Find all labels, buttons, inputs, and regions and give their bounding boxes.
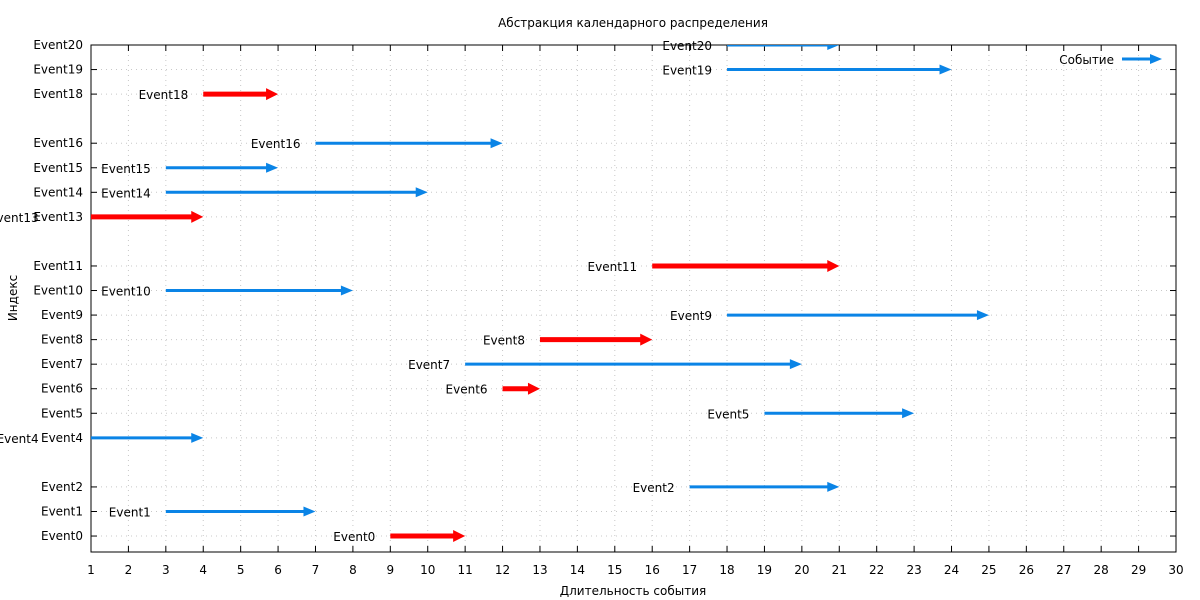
y-tick-label: Event20 xyxy=(33,38,83,52)
y-tick-label: Event0 xyxy=(41,529,83,543)
event-label: Event15 xyxy=(101,162,151,176)
x-tick-label: 2 xyxy=(125,563,133,577)
event-label: Event8 xyxy=(483,334,525,348)
x-tick-label: 16 xyxy=(645,563,660,577)
plot-frame xyxy=(90,44,1177,553)
event-arrow-head xyxy=(191,210,204,223)
x-tick-label: 5 xyxy=(237,563,245,577)
event-arrow-head xyxy=(640,333,653,346)
x-tick-label: 12 xyxy=(495,563,510,577)
event-label: Event6 xyxy=(446,383,488,397)
x-tick-label: 7 xyxy=(312,563,320,577)
event-arrow-head xyxy=(939,64,952,75)
event-label: Event5 xyxy=(707,407,749,421)
x-tick-label: 11 xyxy=(457,563,472,577)
y-tick-label: Event16 xyxy=(33,136,83,150)
y-tick-label: Event19 xyxy=(33,63,83,77)
x-tick-label: 19 xyxy=(757,563,772,577)
x-tick-label: 1 xyxy=(87,563,95,577)
event-arrow-head xyxy=(340,285,353,296)
legend-label: Событие xyxy=(1059,53,1114,67)
event-label: Event4 xyxy=(0,432,39,446)
x-tick-label: 24 xyxy=(944,563,959,577)
event-arrow-head xyxy=(303,506,316,517)
event-label: Event16 xyxy=(251,137,301,151)
x-tick-label: 27 xyxy=(1056,563,1071,577)
x-tick-label: 30 xyxy=(1168,563,1183,577)
x-tick-label: 10 xyxy=(420,563,435,577)
y-tick-label: Event8 xyxy=(41,333,83,347)
event-arrow-head xyxy=(789,359,802,370)
event-arrow-head xyxy=(902,408,915,419)
event-label: Event11 xyxy=(588,260,638,274)
event-arrow-head xyxy=(453,530,466,543)
y-tick-label: Event4 xyxy=(41,431,83,445)
grid xyxy=(91,44,1176,552)
x-tick-label: 4 xyxy=(199,563,207,577)
event-label: Event0 xyxy=(333,530,375,544)
x-tick-label: 28 xyxy=(1094,563,1109,577)
event-arrow-head xyxy=(266,88,279,101)
x-tick-label: 25 xyxy=(981,563,996,577)
y-axis-label: Индекс xyxy=(6,275,20,321)
x-tick-label: 13 xyxy=(532,563,547,577)
x-tick-label: 22 xyxy=(869,563,884,577)
x-tick-label: 23 xyxy=(906,563,921,577)
event-label: Event13 xyxy=(0,211,39,225)
event-arrow-head xyxy=(976,310,989,321)
legend-arrow-head xyxy=(1150,54,1162,64)
event-label: Event20 xyxy=(662,39,712,53)
event-arrows xyxy=(91,45,989,543)
event-label: Event2 xyxy=(633,481,675,495)
x-tick-label: 18 xyxy=(719,563,734,577)
x-tick-label: 17 xyxy=(682,563,697,577)
event-label: Event7 xyxy=(408,358,450,372)
y-tick-label: Event1 xyxy=(41,504,83,518)
event-label: Event1 xyxy=(109,505,151,519)
x-tick-label: 14 xyxy=(570,563,585,577)
event-label: Event14 xyxy=(101,186,151,200)
event-arrow-head xyxy=(415,187,428,198)
event-label: Event19 xyxy=(662,64,712,78)
x-tick-label: 3 xyxy=(162,563,170,577)
axis-ticks: 1 2 3 4 5 6 7 8 9 10 11 12 13 14 15 16 17 18 19 20 21 22 23 24 2… xyxy=(33,38,1183,577)
event-arrow-head xyxy=(827,259,840,272)
x-axis-label: Длительность события xyxy=(560,584,706,598)
event-arrow-head xyxy=(266,162,279,173)
y-tick-label: Event7 xyxy=(41,357,83,371)
x-tick-label: 26 xyxy=(1019,563,1034,577)
y-tick-label: Event11 xyxy=(33,259,83,273)
event-arrow-head xyxy=(827,45,840,50)
y-tick-label: Event5 xyxy=(41,406,83,420)
y-tick-label: Event2 xyxy=(41,480,83,494)
x-tick-label: 15 xyxy=(607,563,622,577)
y-tick-label: Event6 xyxy=(41,382,83,396)
chart-title: Абстракция календарного распределения xyxy=(498,16,768,30)
event-label: Event18 xyxy=(139,88,189,102)
event-arrow-head xyxy=(527,382,540,395)
x-tick-label: 8 xyxy=(349,563,357,577)
x-tick-label: 21 xyxy=(832,563,847,577)
x-tick-label: 29 xyxy=(1131,563,1146,577)
event-arrow-head xyxy=(490,138,503,149)
event-label: Event10 xyxy=(101,285,151,299)
y-tick-label: Event13 xyxy=(33,210,83,224)
y-tick-label: Event18 xyxy=(33,87,83,101)
x-tick-label: 6 xyxy=(274,563,282,577)
legend: Событие xyxy=(1059,53,1162,67)
y-tick-label: Event15 xyxy=(33,161,83,175)
event-arrow-head xyxy=(191,432,204,443)
x-tick-label: 9 xyxy=(386,563,394,577)
event-labels: Event0Event1Event2Event4Event5Event6Even… xyxy=(0,39,749,544)
y-tick-label: Event10 xyxy=(33,284,83,298)
y-tick-label: Event9 xyxy=(41,308,83,322)
event-arrow-head xyxy=(827,481,840,492)
y-tick-label: Event14 xyxy=(33,185,83,199)
event-label: Event9 xyxy=(670,309,712,323)
x-tick-label: 20 xyxy=(794,563,809,577)
